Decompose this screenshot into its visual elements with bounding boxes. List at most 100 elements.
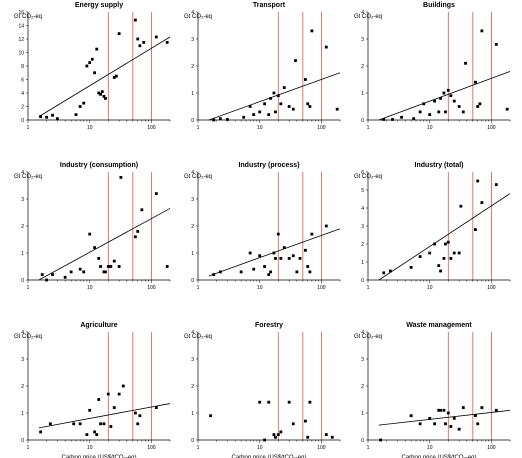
data-point: [457, 251, 461, 255]
data-point: [474, 414, 477, 418]
y-tick-label: 4: [361, 10, 364, 16]
data-point: [459, 204, 463, 208]
data-point: [442, 257, 446, 260]
data-point: [437, 110, 441, 114]
data-point: [88, 61, 92, 65]
y-tick-label: 4: [361, 206, 364, 212]
x-tick-label: 10: [257, 285, 263, 291]
data-point: [102, 270, 106, 274]
y-tick-label: 0: [361, 118, 364, 124]
data-point: [138, 44, 142, 48]
x-tick-label: 1: [197, 285, 200, 291]
x-tick-label: 100: [317, 285, 326, 291]
data-point: [444, 422, 447, 426]
data-point: [93, 246, 96, 249]
data-point: [279, 257, 283, 260]
data-point: [409, 266, 413, 269]
x-tick-label: 1: [197, 125, 200, 131]
data-point: [308, 105, 312, 108]
data-point: [382, 271, 386, 275]
data-point: [422, 102, 426, 106]
y-tick-label: 3: [21, 357, 24, 363]
data-point: [40, 273, 44, 276]
y-tick-label: 2: [191, 384, 194, 390]
data-point: [99, 92, 102, 96]
data-point: [287, 105, 291, 108]
y-tick-label: 6: [21, 77, 24, 83]
data-point: [379, 438, 382, 442]
data-point: [134, 235, 137, 239]
data-point: [276, 94, 280, 98]
y-tick-label: 16: [18, 10, 24, 16]
panel-title: Industry (consumption): [60, 162, 138, 169]
x-tick-label: 100: [487, 445, 496, 451]
data-point: [48, 422, 52, 426]
data-point: [85, 64, 89, 68]
data-point: [295, 270, 299, 274]
x-tick-label: 100: [487, 125, 496, 131]
data-point: [474, 228, 477, 231]
data-point: [306, 102, 310, 106]
y-tick-label: 4: [191, 10, 194, 16]
data-point: [439, 408, 442, 412]
data-point: [267, 113, 271, 116]
data-point: [100, 90, 104, 94]
y-tick-label: 0: [191, 278, 194, 284]
y-tick-label: 4: [191, 170, 194, 176]
data-point: [433, 422, 436, 426]
data-point: [88, 232, 92, 236]
y-tick-label: 10: [18, 50, 24, 56]
data-point: [45, 115, 48, 119]
data-point: [464, 61, 467, 65]
data-point: [99, 265, 102, 268]
data-point: [437, 408, 441, 412]
data-point: [72, 422, 76, 426]
data-point: [263, 102, 266, 106]
data-point: [442, 91, 446, 95]
data-point: [154, 35, 158, 39]
data-point: [304, 78, 307, 81]
data-point: [461, 406, 465, 409]
data-point: [306, 265, 310, 268]
data-point: [82, 101, 86, 105]
y-tick-label: 3: [191, 37, 194, 43]
data-point: [248, 251, 252, 255]
data-point: [239, 270, 243, 274]
y-tick-label: 8: [21, 64, 24, 70]
x-tick-label: 10: [427, 125, 433, 131]
data-point: [291, 422, 295, 426]
data-point: [449, 257, 453, 260]
data-point: [165, 40, 169, 44]
data-point: [119, 176, 123, 179]
data-point: [457, 427, 461, 431]
data-point: [446, 411, 450, 415]
y-tick-label: 0: [361, 278, 364, 284]
data-point: [442, 408, 446, 412]
panel-title: Energy supply: [75, 2, 123, 9]
y-tick-label: 3: [191, 197, 194, 203]
data-point: [134, 18, 137, 22]
y-tick-label: 3: [361, 357, 364, 363]
data-point: [74, 113, 78, 116]
data-point: [449, 94, 453, 98]
y-tick-label: 4: [21, 91, 24, 97]
data-point: [480, 201, 484, 204]
data-point: [476, 422, 480, 426]
data-point: [476, 105, 480, 108]
data-point: [457, 105, 461, 108]
data-point: [97, 398, 101, 401]
data-point: [388, 269, 392, 273]
y-tick-label: 2: [21, 104, 24, 110]
data-point: [324, 433, 328, 436]
data-point: [282, 246, 286, 249]
data-point: [274, 257, 277, 260]
y-tick-label: 3: [191, 357, 194, 363]
data-point: [449, 425, 453, 428]
data-point: [310, 29, 314, 33]
data-point: [88, 408, 92, 412]
data-point: [258, 110, 262, 114]
data-point: [109, 425, 113, 428]
trend-line: [378, 409, 511, 426]
trend-line: [38, 403, 171, 429]
